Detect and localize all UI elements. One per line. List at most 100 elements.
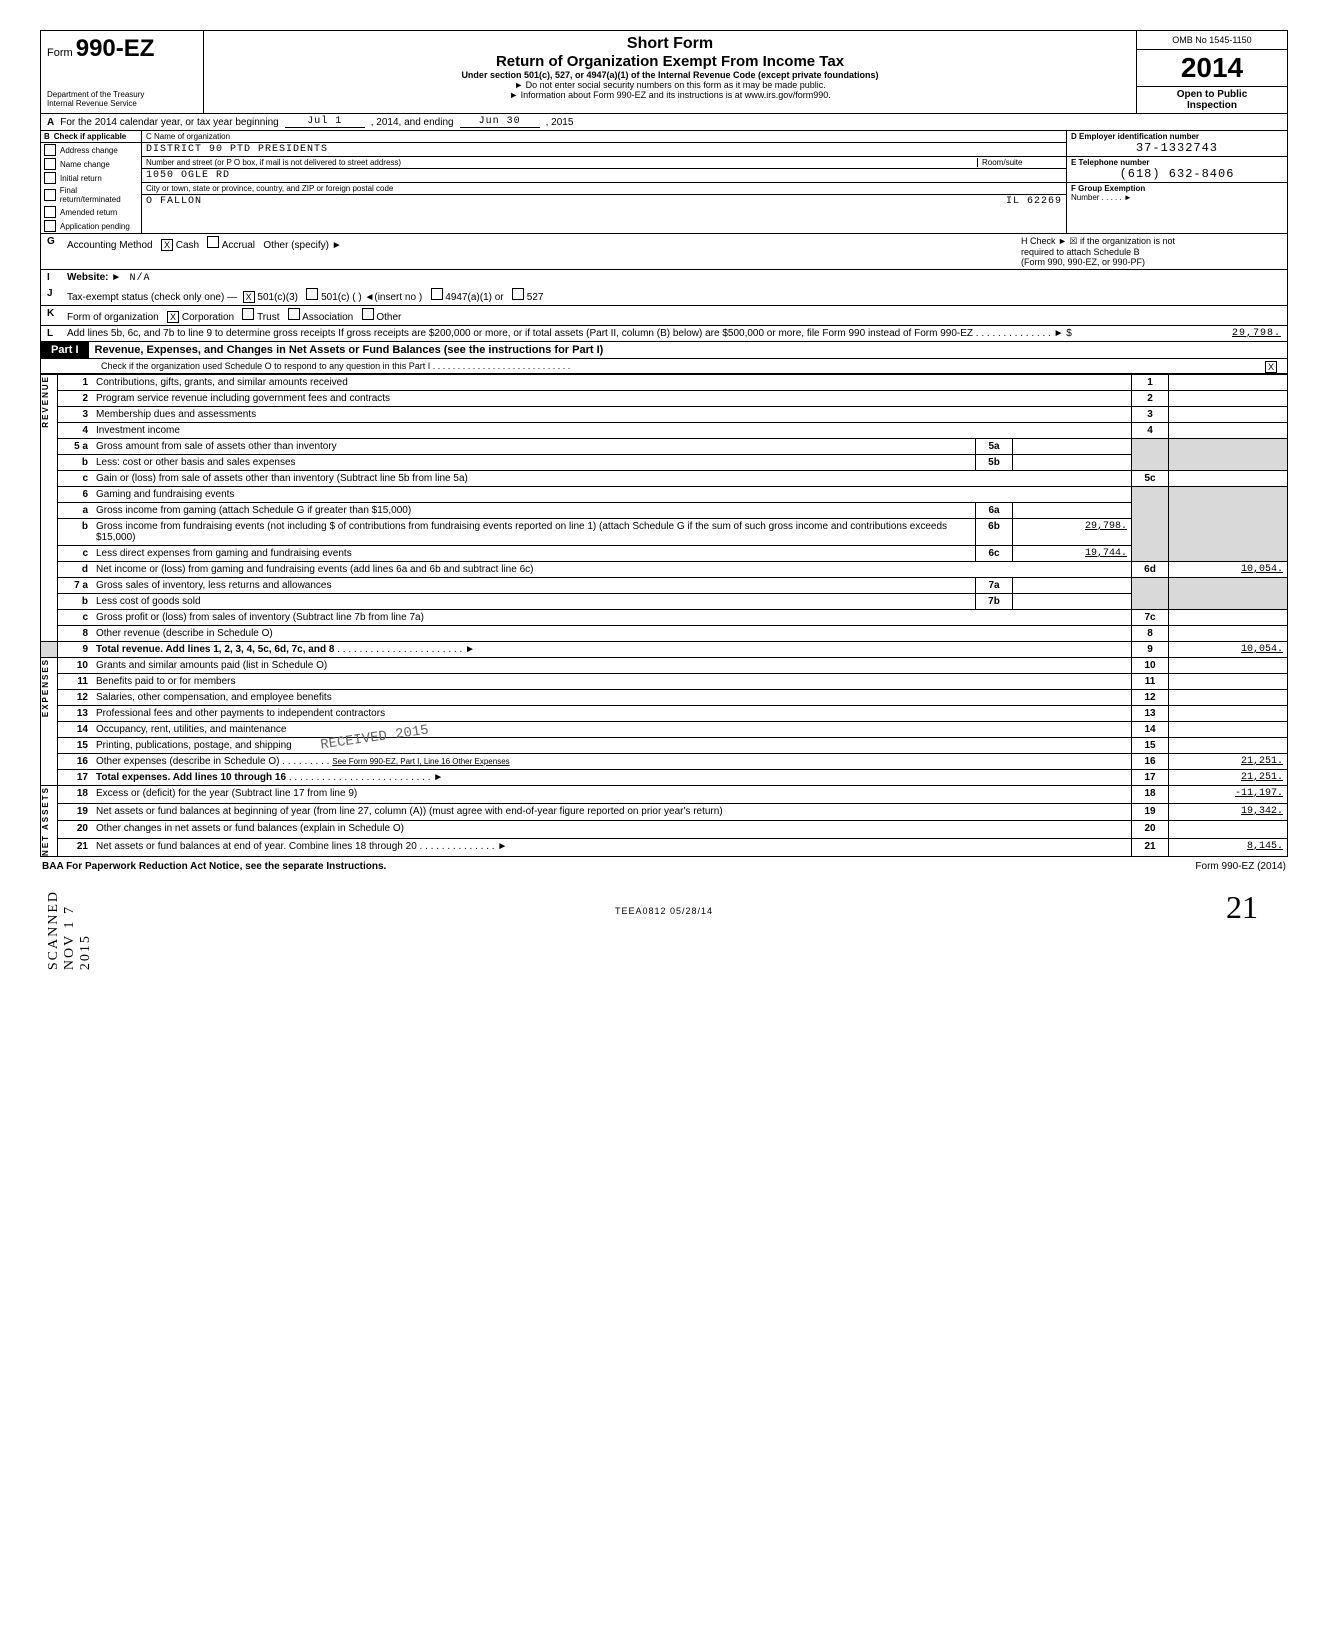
handwritten-21: 21	[1226, 889, 1258, 926]
chk-initial-return[interactable]: Initial return	[41, 171, 141, 185]
chk-name-change[interactable]: Name change	[41, 157, 141, 171]
footer-form: Form 990-EZ (2014)	[1195, 861, 1286, 872]
line-5a: 5 aGross amount from sale of assets othe…	[41, 439, 1288, 455]
line-3: 3Membership dues and assessments3	[41, 407, 1288, 423]
amt-6d: 10,054.	[1169, 562, 1288, 578]
tag-i: I	[47, 272, 61, 283]
chk-accrual[interactable]	[207, 236, 219, 248]
chk-association[interactable]	[288, 308, 300, 320]
body-i: Website: ► N/A	[67, 272, 1281, 284]
line-13: 13Professional fees and other payments t…	[41, 706, 1288, 722]
chk-501c3[interactable]: X	[243, 291, 255, 303]
title-short-form: Short Form	[214, 35, 1126, 53]
phone-value: (618) 632-8406	[1071, 167, 1283, 181]
open-public: Open to Public Inspection	[1137, 87, 1287, 113]
side-assets: NET ASSETS	[41, 786, 58, 857]
gross-receipts-value: 29,798.	[1232, 328, 1281, 339]
row-l-gross-receipts: L Add lines 5b, 6c, and 7b to line 9 to …	[40, 326, 1288, 342]
col-def: D Employer identification number 37-1332…	[1067, 131, 1287, 233]
line-7b: bLess cost of goods sold7b	[41, 594, 1288, 610]
tag-g: G	[47, 236, 61, 247]
chk-501c[interactable]	[306, 288, 318, 300]
tax-year-end: Jun 30	[460, 116, 540, 128]
part1-tag: Part I	[41, 342, 89, 358]
label-ein: D Employer identification number	[1071, 132, 1283, 141]
form-990ez-page: Form 990-EZ Department of the Treasury I…	[40, 30, 1288, 916]
label-addr: Number and street (or P O box, if mail i…	[142, 157, 1066, 169]
h-line2: required to attach Schedule B	[1021, 247, 1281, 257]
h-line1: H Check ► ☒ if the organization is not	[1021, 236, 1281, 247]
line-1: REVENUE 1Contributions, gifts, grants, a…	[41, 375, 1288, 391]
line-12: 12Salaries, other compensation, and empl…	[41, 690, 1288, 706]
line-14: 14Occupancy, rent, utilities, and mainte…	[41, 722, 1288, 738]
cell-e-phone: E Telephone number (618) 632-8406	[1067, 157, 1287, 183]
chk-schedule-o[interactable]: X	[1265, 361, 1277, 373]
col-c-org-info: C Name of organization DISTRICT 90 PTD P…	[142, 131, 1067, 233]
chk-4947[interactable]	[431, 288, 443, 300]
col-b-header: B Check if applicable	[41, 131, 141, 143]
label-group-exemption: F Group Exemption	[1071, 184, 1145, 193]
row-a-text2: , 2014, and ending	[371, 117, 454, 128]
chk-final-return[interactable]: Final return/terminated	[41, 185, 141, 205]
h-line3: (Form 990, 990-EZ, or 990-PF)	[1021, 257, 1281, 267]
open-line1: Open to Public	[1139, 89, 1285, 100]
line-5b: bLess: cost or other basis and sales exp…	[41, 455, 1288, 471]
footer-row: BAA For Paperwork Reduction Act Notice, …	[40, 857, 1288, 876]
chk-amended-return[interactable]: Amended return	[41, 205, 141, 219]
line-9: 9Total revenue. Add lines 1, 2, 3, 4, 5c…	[41, 642, 1288, 658]
footer-baa: BAA For Paperwork Reduction Act Notice, …	[42, 861, 386, 872]
body-g: Accounting Method X Cash Accrual Other (…	[67, 236, 1015, 251]
col-b-checkboxes: B Check if applicable Address change Nam…	[41, 131, 142, 233]
part1-subheader: Check if the organization used Schedule …	[40, 359, 1288, 374]
chk-527[interactable]	[512, 288, 524, 300]
line-11: 11Benefits paid to or for members11	[41, 674, 1288, 690]
chk-application-pending[interactable]: Application pending	[41, 219, 141, 233]
aside-h: H Check ► ☒ if the organization is not r…	[1021, 236, 1281, 267]
line-2: 2Program service revenue including gover…	[41, 391, 1288, 407]
val-6c: 19,744.	[1013, 546, 1132, 562]
body-k: Form of organization X Corporation Trust…	[67, 308, 1281, 323]
body-j: Tax-exempt status (check only one) — X 5…	[67, 288, 1281, 303]
tag-l: L	[47, 328, 61, 339]
line-4: 4Investment income4	[41, 423, 1288, 439]
amt-16: 21,251.	[1169, 754, 1288, 770]
amt-9: 10,054.	[1169, 642, 1288, 658]
label-group-number: Number . . . . . ►	[1071, 193, 1132, 202]
row-a-tax-year: A For the 2014 calendar year, or tax yea…	[40, 114, 1288, 131]
header-center: Short Form Return of Organization Exempt…	[204, 31, 1137, 113]
label-city: City or town, state or province, country…	[142, 183, 1066, 195]
row-a-tag: A	[47, 117, 54, 128]
part1-title: Revenue, Expenses, and Changes in Net As…	[89, 342, 610, 358]
line-6b: bGross income from fundraising events (n…	[41, 519, 1288, 546]
side-expenses: EXPENSES	[41, 658, 58, 786]
chk-cash[interactable]: X	[161, 239, 173, 251]
tax-year: 2014	[1137, 50, 1287, 87]
part1-sub-text: Check if the organization used Schedule …	[101, 361, 570, 371]
chk-address-change[interactable]: Address change	[41, 143, 141, 157]
chk-corporation[interactable]: X	[167, 311, 179, 323]
website-value: N/A	[130, 273, 151, 284]
line-21: 21Net assets or fund balances at end of …	[41, 839, 1288, 857]
val-6b: 29,798.	[1013, 519, 1132, 546]
info-ssn: ► Do not enter social security numbers o…	[214, 80, 1126, 90]
line-7a: 7 aGross sales of inventory, less return…	[41, 578, 1288, 594]
block-identity: B Check if applicable Address change Nam…	[40, 131, 1288, 234]
dept-line2: Internal Revenue Service	[47, 100, 197, 109]
line-8: 8Other revenue (describe in Schedule O)8	[41, 626, 1288, 642]
line-6d: dNet income or (loss) from gaming and fu…	[41, 562, 1288, 578]
title-return: Return of Organization Exempt From Incom…	[214, 53, 1126, 70]
form-number: Form 990-EZ	[47, 35, 197, 63]
amt-19: 19,342.	[1169, 803, 1288, 821]
line-6: 6Gaming and fundraising events	[41, 487, 1288, 503]
chk-trust[interactable]	[242, 308, 254, 320]
omb-number: OMB No 1545-1150	[1137, 31, 1287, 50]
row-j-tax-status: J Tax-exempt status (check only one) — X…	[40, 286, 1288, 306]
side-revenue: REVENUE	[41, 375, 58, 642]
org-state-zip: IL 62269	[1006, 196, 1062, 207]
org-address: 1050 OGLE RD	[142, 169, 1066, 183]
line-6a: aGross income from gaming (attach Schedu…	[41, 503, 1288, 519]
subtitle-section: Under section 501(c), 527, or 4947(a)(1)…	[214, 70, 1126, 80]
tag-j: J	[47, 288, 61, 299]
chk-other[interactable]	[362, 308, 374, 320]
footer-tee: TEEA0812 05/28/14	[40, 906, 1288, 916]
